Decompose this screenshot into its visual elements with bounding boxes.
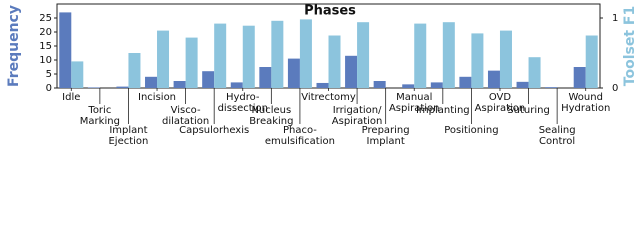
y2-axis-label: Toolset F1 (622, 6, 638, 86)
x-tick-label: Incision (138, 92, 176, 103)
bar (157, 30, 170, 89)
bar (128, 53, 141, 88)
bar (516, 81, 529, 88)
x-tick-label: Capsulorhexis (179, 125, 249, 136)
chart: Phases Frequency Toolset F1 0 5 10 15 20 25 0 1… (6, 3, 638, 147)
x-tick-label: Positioning (444, 125, 498, 136)
x-tick-label: Sealing Control (539, 125, 576, 147)
bar (87, 87, 100, 88)
x-tick-label: Preparing Implant (362, 125, 410, 147)
bar (328, 35, 341, 88)
bar (357, 22, 370, 89)
x-tick-label: Manual Aspiration (389, 92, 440, 114)
bar (59, 12, 72, 88)
bar (528, 57, 541, 88)
bar (316, 82, 329, 88)
x-tick-label: Implanting (416, 105, 470, 116)
bar (499, 30, 512, 89)
bar (585, 35, 598, 88)
bar (271, 20, 284, 88)
bar (116, 86, 129, 88)
bar (71, 61, 84, 88)
bar (442, 22, 455, 89)
chart-title: Phases (304, 4, 356, 19)
bar (471, 33, 484, 88)
bar (545, 87, 558, 88)
bar (202, 71, 215, 88)
x-tick-label: Visco-dilatation (162, 105, 209, 127)
x-tick-label: Wound Hydration (561, 92, 610, 114)
x-tick-label: Suturing (507, 105, 550, 116)
bar (287, 58, 300, 88)
bar (145, 76, 158, 88)
x-tick-label: OVD Aspiration (475, 92, 526, 114)
bar (299, 19, 312, 88)
x-tick-label: Toric Marking (80, 105, 120, 127)
y-tick-label: 0 (46, 83, 52, 94)
bar (345, 55, 358, 88)
bar (230, 82, 243, 88)
x-tick-label: Irrigation/Aspiration (332, 105, 383, 127)
bar (185, 37, 198, 88)
x-tick-label: Implant Ejection (108, 125, 148, 147)
bar (242, 25, 255, 88)
y-tick-label: 5 (46, 69, 52, 80)
y-tick-label: 10 (39, 55, 52, 66)
bar (459, 76, 472, 88)
y-tick-label: 20 (39, 27, 52, 38)
x-tick-label: Idle (62, 92, 80, 103)
bar (487, 70, 500, 88)
x-tick-label: Hydro-dissection (218, 92, 268, 114)
bar (573, 67, 586, 88)
bar (214, 23, 227, 89)
y-tick-label: 15 (39, 41, 52, 52)
y-tick-label: 25 (39, 13, 52, 24)
y2-tick-label: 0 (612, 83, 618, 94)
bar (173, 81, 186, 88)
bar (373, 81, 386, 88)
y-axis-label: Frequency (6, 5, 22, 87)
x-tick-label: Nucleus Breaking (249, 105, 293, 127)
bar (402, 84, 415, 88)
y2-tick-label: 1 (612, 13, 618, 24)
x-tick-label: Phaco-emulsification (265, 125, 335, 147)
bar (259, 67, 272, 88)
bar (414, 23, 427, 89)
x-tick-label: Vitrectomy (301, 92, 356, 103)
bar (430, 82, 443, 88)
